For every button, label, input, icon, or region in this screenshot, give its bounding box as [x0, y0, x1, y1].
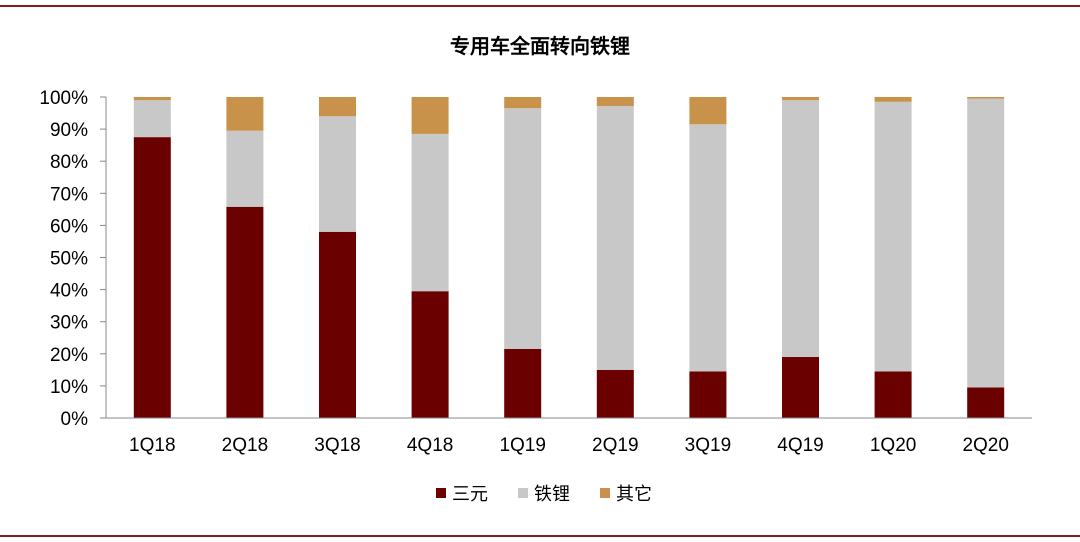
bar-segment: [596, 369, 634, 418]
chart-title: 专用车全面转向铁锂: [450, 34, 630, 58]
bar-segment: [319, 116, 356, 232]
y-tick-label: 0%: [61, 409, 89, 430]
legend-label: 三元: [452, 484, 488, 505]
bar-segment: [133, 100, 171, 138]
bars-group: [133, 97, 1005, 418]
bar-segment: [504, 97, 542, 109]
bar-segment: [967, 387, 1005, 418]
legend-swatch: [600, 488, 610, 498]
x-tick-label: 1Q20: [870, 435, 916, 456]
bar-segment: [874, 97, 912, 102]
x-tick-label: 2Q20: [962, 435, 1008, 456]
y-tick-label: 90%: [50, 120, 88, 141]
x-tick-label: 4Q18: [407, 435, 453, 456]
y-tick-label: 70%: [50, 184, 88, 205]
y-tick-label: 40%: [50, 281, 88, 302]
bar-segment: [226, 97, 264, 131]
bar-segment: [319, 97, 356, 117]
x-tick-label: 2Q18: [222, 435, 268, 456]
legend: 三元 铁锂 其它: [436, 484, 652, 505]
x-tick-label: 2Q19: [592, 435, 638, 456]
bar-segment: [967, 98, 1005, 388]
y-axis-ticks: 0% 10% 20% 30% 40% 50% 60% 70% 80% 90% 100%: [39, 88, 106, 430]
bar-segment: [782, 97, 819, 101]
bar-segment: [596, 97, 634, 106]
x-tick-label: 3Q19: [685, 435, 731, 456]
bar-segment: [504, 108, 542, 349]
top-border-line: [0, 5, 1080, 7]
legend-label: 其它: [616, 484, 652, 505]
y-tick-label: 10%: [50, 377, 88, 398]
bar-segment: [782, 357, 819, 418]
legend-swatch: [518, 488, 528, 498]
bar-segment: [689, 124, 727, 372]
bar-segment: [967, 97, 1005, 99]
bar-segment: [226, 130, 264, 207]
axes: [105, 97, 1032, 419]
bar-segment: [689, 97, 727, 125]
x-axis-labels: 1Q18 2Q18 3Q18 4Q18 1Q19 2Q19 3Q19 4Q19 1Q20 2Q20: [129, 435, 1009, 456]
y-tick-label: 60%: [50, 216, 88, 237]
bar-segment: [411, 291, 449, 418]
bottom-border-line: [0, 535, 1080, 537]
x-tick-label: 1Q19: [499, 435, 545, 456]
y-tick-label: 30%: [50, 313, 88, 334]
y-tick-label: 80%: [50, 152, 88, 173]
bar-segment: [133, 137, 171, 418]
bar-segment: [411, 97, 449, 134]
x-tick-label: 1Q18: [129, 435, 175, 456]
y-tick-label: 50%: [50, 249, 88, 270]
x-tick-label: 3Q18: [314, 435, 360, 456]
bar-segment: [319, 231, 356, 418]
bar-segment: [133, 97, 171, 101]
legend-swatch: [436, 488, 446, 498]
x-tick-label: 4Q19: [777, 435, 823, 456]
bar-segment: [689, 371, 727, 418]
bar-segment: [596, 105, 634, 370]
y-tick-label: 20%: [50, 345, 88, 366]
legend-label: 铁锂: [534, 484, 570, 505]
bar-segment: [874, 101, 912, 372]
bar-segment: [874, 371, 912, 418]
bar-segment: [226, 206, 264, 418]
bar-segment: [782, 100, 819, 358]
y-tick-label: 100%: [39, 88, 88, 109]
bar-segment: [504, 348, 542, 418]
bar-segment: [411, 133, 449, 292]
